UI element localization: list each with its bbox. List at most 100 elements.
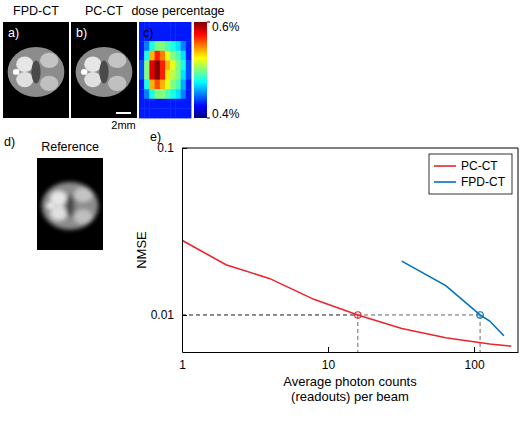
heatmap-cell (139, 108, 145, 118)
y-axis: 0.010.1 (151, 141, 187, 352)
ct-structure (108, 53, 126, 68)
ct-structure (84, 72, 101, 87)
heatmap-cell (186, 60, 192, 70)
ct-structure (31, 60, 40, 83)
heatmap-cell (160, 70, 166, 80)
ct-structure (50, 191, 67, 206)
colorbar-tick-label: 0.4% (212, 107, 240, 121)
x-axis-title-line: (readouts) per beam (291, 389, 409, 404)
scale-bar (116, 112, 131, 114)
heatmap-cell (170, 89, 176, 99)
scale-bar-label: 2mm (111, 119, 135, 131)
heatmap-cell (160, 99, 166, 109)
heatmap-cell (155, 108, 161, 118)
heatmap-cell (175, 89, 181, 99)
heatmap-cell (181, 60, 187, 70)
y-axis-tick-mark (182, 315, 187, 316)
panel: Referenced) (4, 135, 103, 250)
guide-line (357, 315, 358, 352)
ct-image (42, 182, 99, 230)
heatmap-cell (149, 60, 155, 70)
heatmap-cell (139, 99, 145, 109)
frame-top (182, 148, 518, 149)
heatmap-cell (165, 99, 171, 109)
panel-title: dose percentage (131, 4, 224, 18)
y-axis-line (182, 149, 183, 353)
ct-image (76, 47, 133, 97)
ct-structure (74, 187, 92, 202)
x-axis-tick-label: 100 (465, 358, 485, 372)
heatmap-cell (139, 51, 145, 61)
heatmap-cell (186, 99, 192, 109)
panel: 0.6%0.4%dose percentagec) (131, 4, 239, 121)
image-background (71, 22, 137, 118)
heatmap-cell (170, 108, 176, 118)
heatmap-cell (149, 51, 155, 61)
y-axis-tick: 0.01 (151, 308, 187, 322)
panel: 2mmPC-CTb) (71, 4, 137, 131)
heatmap-cell (175, 108, 181, 118)
heatmap-cell (186, 22, 192, 32)
x-axis-tick-mark (328, 347, 329, 352)
heatmap-cell (170, 99, 176, 109)
y-axis-tick-label: 0.01 (151, 308, 175, 322)
panel-letter: d) (4, 135, 15, 149)
heatmap-cell (149, 70, 155, 80)
heatmap-cell (165, 51, 171, 61)
image-background (37, 158, 103, 250)
heatmap-cell (144, 80, 150, 90)
heatmap-cell (155, 99, 161, 109)
guide-line (182, 314, 480, 315)
heatmap-cell (181, 32, 187, 42)
legend-label: FPD-CT (461, 175, 506, 189)
heatmap-cell (175, 41, 181, 51)
legend-label: PC-CT (461, 159, 498, 173)
heatmap-cell (160, 51, 166, 61)
heatmap-cell (139, 60, 145, 70)
ct-structure (50, 206, 67, 221)
heatmap-cell (139, 41, 145, 51)
heatmap-cell (186, 32, 192, 42)
figure: FPD-CTa)2mmPC-CTb)0.6%0.4%dose percentag… (0, 0, 527, 421)
heatmap-cell (155, 41, 161, 51)
heatmap-cell (181, 51, 187, 61)
panel: FPD-CTa) (3, 4, 69, 118)
heatmap-cell (170, 41, 176, 51)
y-axis-tick-mark (182, 148, 187, 149)
ct-structure (8, 47, 65, 97)
image-background (3, 22, 69, 118)
heatmap-cell (165, 22, 171, 32)
x-axis-tick-label: 1 (179, 358, 186, 372)
ct-structure (84, 57, 101, 72)
frame-right (518, 148, 519, 352)
colorbar (194, 22, 207, 118)
ct-structure (108, 76, 126, 91)
x-axis-tick-mark (474, 347, 475, 352)
panel-title: PC-CT (85, 4, 124, 18)
heatmap-cell (165, 70, 171, 80)
x-axis-title: Average photon counts(readouts) per beam (283, 374, 417, 404)
heatmap-cell (181, 89, 187, 99)
heatmap (139, 22, 191, 118)
heatmap-cell (160, 108, 166, 118)
ct-structure (16, 72, 33, 87)
heatmap-cell (155, 60, 161, 70)
heatmap-cell (155, 70, 161, 80)
heatmap-cell (160, 89, 166, 99)
crossing-point (355, 312, 361, 318)
ct-structure (40, 76, 58, 91)
heatmap-cell (175, 70, 181, 80)
ct-structure (65, 195, 74, 217)
heatmap-cell (165, 41, 171, 51)
ct-structure (42, 182, 99, 230)
x-axis-tick: 10 (322, 347, 336, 372)
ct-image (8, 47, 65, 97)
legend-box (429, 154, 512, 194)
heatmap-cell (155, 22, 161, 32)
heatmap-cell (165, 108, 171, 118)
legend: PC-CT FPD-CT (429, 154, 512, 194)
heatmap-cell (139, 80, 145, 90)
heatmap-cell (155, 89, 161, 99)
heatmap-cell (139, 70, 145, 80)
heatmap-cell (144, 60, 150, 70)
